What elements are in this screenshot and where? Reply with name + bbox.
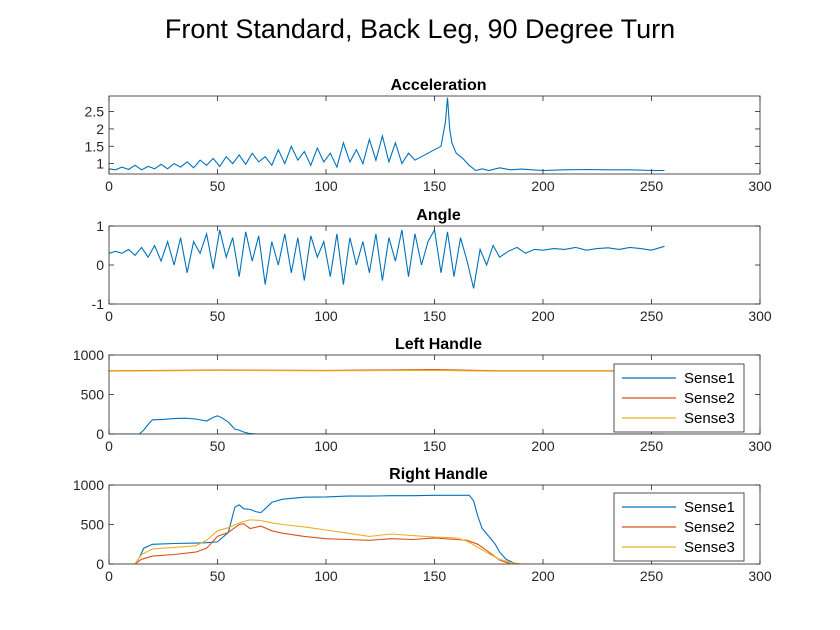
- legend: Sense1 Sense2 Sense3: [613, 492, 745, 562]
- x-tick-label: 100: [314, 308, 338, 324]
- legend: Sense1 Sense2 Sense3: [613, 363, 745, 433]
- x-tick-label: 50: [210, 178, 226, 194]
- y-tick-label: 1: [96, 218, 104, 234]
- y-tick-label: 0: [96, 257, 104, 273]
- x-tick-label: 0: [105, 308, 113, 324]
- subplot-title: Left Handle: [395, 336, 482, 353]
- legend-label-sense2: Sense2: [684, 390, 735, 407]
- x-tick-label: 50: [210, 308, 226, 324]
- x-tick-label: 300: [748, 438, 772, 454]
- x-tick-label: 50: [210, 438, 226, 454]
- x-tick-label: 100: [314, 568, 338, 584]
- x-tick-label: 200: [531, 178, 555, 194]
- legend-label-sense3: Sense3: [684, 539, 735, 556]
- x-tick-label: 300: [748, 178, 772, 194]
- y-tick-label: 0: [96, 556, 104, 572]
- x-tick-label: 100: [314, 438, 338, 454]
- subplot-0: 0 50 100 150 200 250 300 1 1.522.5 Acceleration: [85, 77, 772, 194]
- x-tick-label: 50: [210, 568, 226, 584]
- legend-label-sense1: Sense1: [684, 370, 735, 387]
- x-tick-label: 200: [531, 438, 555, 454]
- x-tick-label: 200: [531, 568, 555, 584]
- y-tick-label: 1000: [73, 477, 104, 493]
- x-tick-label: 100: [314, 178, 338, 194]
- x-tick-label: 300: [748, 308, 772, 324]
- y-tick-label: 1.5: [85, 138, 105, 154]
- x-tick-label: 0: [105, 438, 113, 454]
- y-tick-label: 2.5: [85, 104, 105, 120]
- series-line-data: [109, 97, 665, 172]
- y-tick-label: -1: [92, 296, 105, 312]
- y-tick-label: 1: [96, 156, 104, 172]
- series-line-sense1: [109, 494, 665, 564]
- series-line-sense2: [109, 523, 665, 564]
- x-tick-label: 250: [640, 308, 664, 324]
- series-line-data: [109, 228, 665, 289]
- legend-label-sense3: Sense3: [684, 410, 735, 427]
- y-tick-label: 1000: [73, 347, 104, 363]
- x-tick-label: 200: [531, 308, 555, 324]
- x-tick-label: 0: [105, 178, 113, 194]
- plot-area: [109, 96, 760, 174]
- y-tick-label: 0: [96, 426, 104, 442]
- plot-area: [109, 226, 760, 304]
- subplot-title: Acceleration: [390, 77, 486, 94]
- x-tick-label: 150: [423, 438, 447, 454]
- legend-label-sense2: Sense2: [684, 519, 735, 536]
- legend-label-sense1: Sense1: [684, 499, 735, 516]
- y-tick-label: 500: [81, 387, 105, 403]
- subplot-2: 0 50 100 150 200 250 300 0 500 1000 Left Handle Sen…: [73, 336, 772, 454]
- x-tick-label: 150: [423, 308, 447, 324]
- subplot-title: Right Handle: [389, 466, 488, 483]
- series-line-sense1: [109, 415, 665, 434]
- x-tick-label: 250: [640, 178, 664, 194]
- x-tick-label: 250: [640, 568, 664, 584]
- series-line-sense3: [109, 519, 665, 564]
- figure-title: Front Standard, Back Leg, 90 Degree Turn: [164, 14, 676, 44]
- subplot-title: Angle: [416, 207, 461, 224]
- x-tick-label: 0: [105, 568, 113, 584]
- y-tick-label: 500: [81, 517, 105, 533]
- subplot-3: 0 50 100 150 200 250 300 0 500 1000 Right Handle Se…: [73, 466, 772, 584]
- y-tick-label: 2: [96, 121, 104, 137]
- series-line-sense3: [109, 369, 665, 372]
- x-tick-label: 250: [640, 438, 664, 454]
- x-tick-label: 150: [423, 178, 447, 194]
- x-tick-label: 300: [748, 568, 772, 584]
- x-tick-label: 150: [423, 568, 447, 584]
